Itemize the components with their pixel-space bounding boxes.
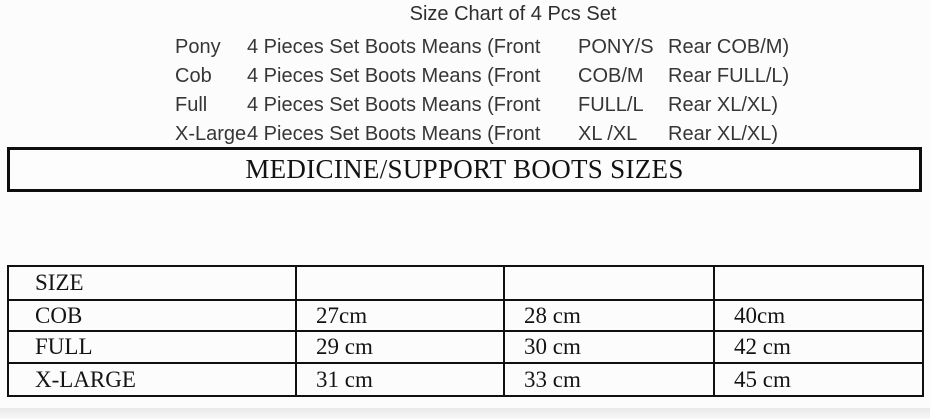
set-row-label: Pony (175, 36, 221, 58)
set-row-rear-size: Rear FULL/L) (668, 65, 790, 87)
size-name-cell: FULL (7, 330, 297, 364)
set-row-front-size: FULL/L (578, 94, 644, 116)
set-row-body: 4 Pieces Set Boots Means (Front (247, 94, 541, 116)
page-title: Size Chart of 4 Pcs Set (409, 3, 617, 25)
set-row-rear-size: Rear COB/M) (668, 36, 790, 58)
set-row-front-size: XL /XL (578, 123, 638, 145)
measurement-cell: 33 cm (503, 362, 715, 397)
table-row-full: FULL 29 cm 30 cm 42 cm (7, 330, 924, 364)
column-header-size: SIZE (7, 265, 297, 301)
column-header-empty (503, 265, 715, 301)
size-name-cell: COB (7, 299, 297, 332)
column-header-empty (713, 265, 924, 301)
boot-sizes-table: SIZE COB 27cm 28 cm 40cm FULL 29 cm 30 c… (7, 265, 924, 397)
scan-edge-shadow (0, 408, 930, 419)
set-row-xlarge: X-Large 4 Pieces Set Boots Means (Front … (175, 120, 789, 149)
measurement-cell: 40cm (713, 299, 924, 332)
column-header-empty (295, 265, 505, 301)
set-row-full: Full 4 Pieces Set Boots Means (Front FUL… (175, 91, 789, 120)
set-row-front-size: COB/M (578, 65, 644, 87)
table-row-cob: COB 27cm 28 cm 40cm (7, 299, 924, 332)
table-header-row: SIZE (7, 265, 924, 301)
measurement-cell: 28 cm (503, 299, 715, 332)
set-row-rear-size: Rear XL/XL) (668, 123, 779, 145)
measurement-cell: 42 cm (713, 330, 924, 364)
set-row-body: 4 Pieces Set Boots Means (Front (247, 123, 541, 145)
table-row-xlarge: X-LARGE 31 cm 33 cm 45 cm (7, 362, 924, 397)
measurement-cell: 45 cm (713, 362, 924, 397)
measurement-cell: 30 cm (503, 330, 715, 364)
measurement-cell: 31 cm (295, 362, 505, 397)
set-row-body: 4 Pieces Set Boots Means (Front (247, 65, 541, 87)
set-description-list: Pony 4 Pieces Set Boots Means (Front PON… (175, 33, 789, 149)
size-name-cell: X-LARGE (7, 362, 297, 397)
set-row-label: X-Large (175, 123, 247, 145)
set-row-front-size: PONY/S (578, 36, 654, 58)
section-header-box: MEDICINE/SUPPORT BOOTS SIZES (7, 147, 922, 192)
set-row-body: 4 Pieces Set Boots Means (Front (247, 36, 541, 58)
set-row-rear-size: Rear XL/XL) (668, 94, 779, 116)
measurement-cell: 27cm (295, 299, 505, 332)
set-row-label: Cob (175, 65, 212, 87)
section-header-text: MEDICINE/SUPPORT BOOTS SIZES (245, 154, 684, 184)
measurement-cell: 29 cm (295, 330, 505, 364)
set-row-cob: Cob 4 Pieces Set Boots Means (Front COB/… (175, 62, 789, 91)
set-row-label: Full (175, 94, 208, 116)
set-row-pony: Pony 4 Pieces Set Boots Means (Front PON… (175, 33, 789, 62)
